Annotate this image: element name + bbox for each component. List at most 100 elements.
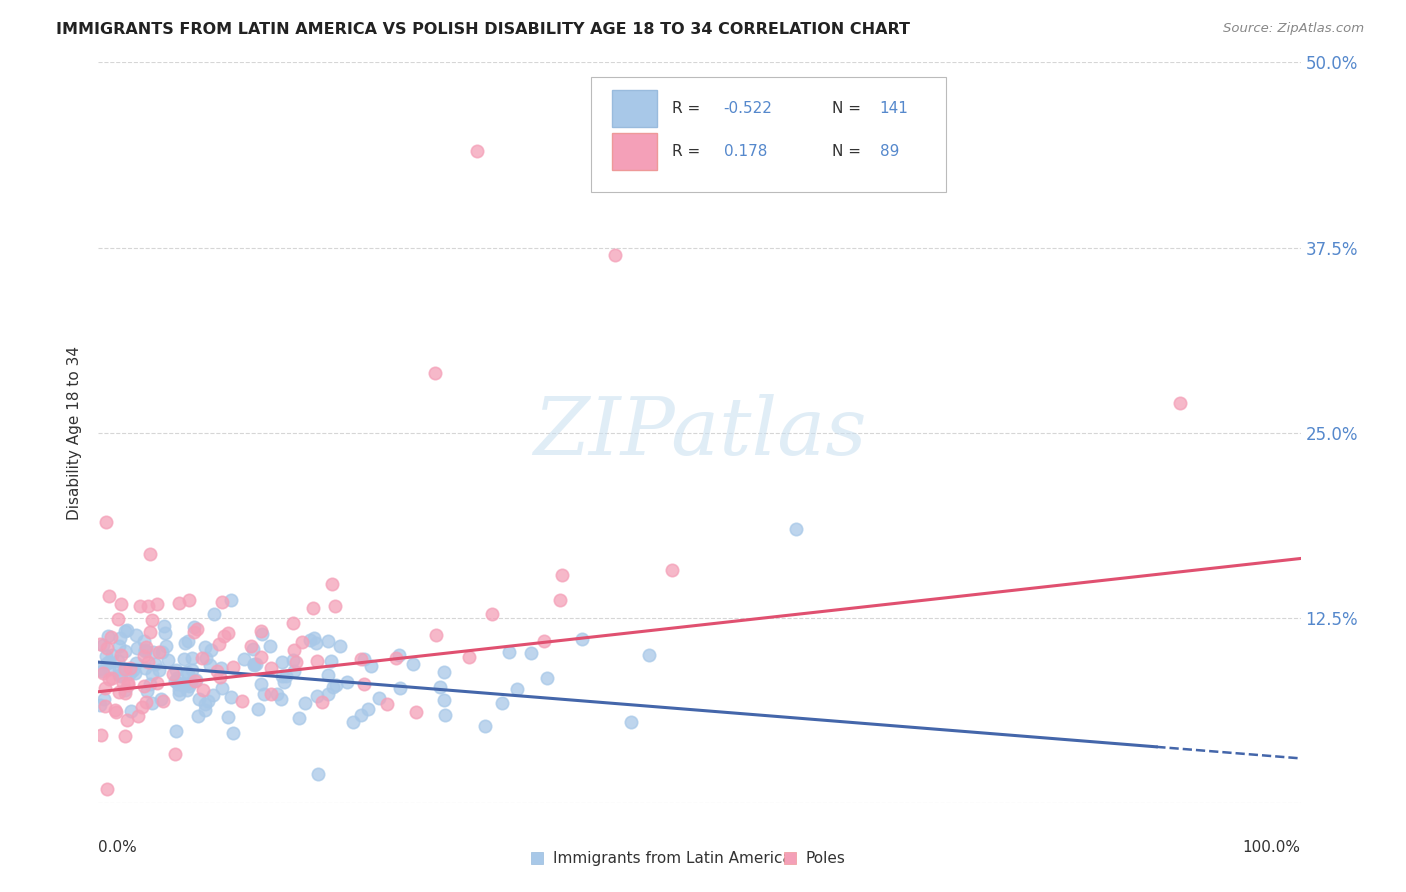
Point	[93, 681, 115, 695]
Point	[425, 628, 447, 642]
Point	[98, 662, 121, 676]
Text: R =: R =	[672, 101, 700, 116]
Point	[498, 645, 520, 659]
Point	[107, 612, 129, 626]
Point	[89, 662, 111, 676]
Point	[166, 671, 188, 685]
Point	[209, 661, 232, 675]
Point	[134, 643, 156, 657]
Point	[291, 635, 314, 649]
Point	[260, 661, 283, 675]
Point	[353, 651, 375, 665]
Text: 100.0%: 100.0%	[1243, 840, 1301, 855]
Point	[117, 678, 139, 692]
Point	[305, 635, 328, 649]
Point	[283, 664, 305, 678]
Point	[481, 607, 503, 621]
Point	[173, 652, 195, 666]
Text: -0.522: -0.522	[724, 101, 772, 116]
Point	[112, 675, 135, 690]
Point	[270, 655, 292, 669]
Point	[211, 681, 233, 695]
Point	[132, 634, 155, 648]
Point	[474, 719, 496, 733]
Point	[1170, 396, 1192, 410]
Point	[96, 782, 118, 797]
Point	[183, 620, 205, 634]
Point	[350, 708, 373, 723]
Point	[148, 645, 170, 659]
Point	[305, 654, 328, 668]
Point	[96, 648, 118, 663]
Point	[284, 655, 307, 669]
Point	[506, 682, 529, 697]
Point	[117, 676, 139, 690]
Point	[242, 657, 264, 672]
Point	[166, 677, 188, 691]
Point	[200, 642, 222, 657]
Point	[96, 641, 118, 656]
Point	[322, 680, 344, 694]
Point	[368, 691, 391, 706]
Text: ZIPatlas: ZIPatlas	[533, 394, 866, 471]
Point	[429, 680, 451, 694]
Point	[97, 630, 120, 644]
Point	[353, 677, 375, 691]
Point	[187, 691, 209, 706]
Point	[135, 640, 157, 654]
Point	[186, 622, 208, 636]
Point	[342, 715, 364, 730]
Point	[142, 645, 165, 659]
Point	[141, 696, 163, 710]
Point	[146, 676, 169, 690]
Point	[107, 685, 129, 699]
Point	[127, 708, 149, 723]
Point	[104, 706, 127, 720]
Point	[325, 678, 347, 692]
Text: N =: N =	[832, 101, 860, 116]
Point	[375, 698, 398, 712]
Point	[125, 656, 148, 670]
Point	[217, 626, 239, 640]
Text: 0.0%: 0.0%	[98, 840, 138, 855]
Point	[136, 684, 159, 698]
Point	[423, 367, 446, 381]
Text: Immigrants from Latin America: Immigrants from Latin America	[553, 851, 792, 866]
Point	[132, 680, 155, 694]
Point	[129, 599, 152, 614]
Point	[287, 711, 309, 725]
Point	[536, 671, 558, 685]
Text: 89: 89	[880, 144, 900, 159]
Point	[194, 651, 217, 665]
Point	[139, 677, 162, 691]
Point	[127, 641, 149, 656]
Point	[118, 661, 141, 675]
Point	[191, 683, 214, 698]
Point	[402, 657, 425, 671]
Point	[357, 702, 380, 716]
Point	[620, 715, 643, 730]
Point	[124, 665, 146, 680]
Point	[184, 673, 207, 688]
Point	[316, 687, 339, 701]
Point	[219, 593, 242, 607]
Point	[172, 677, 194, 691]
Point	[165, 663, 187, 677]
Point	[301, 600, 323, 615]
Point	[246, 702, 269, 716]
Point	[167, 596, 190, 610]
Point	[97, 672, 120, 686]
Point	[156, 653, 179, 667]
Text: 0.178: 0.178	[724, 144, 766, 159]
Point	[177, 593, 200, 607]
Point	[311, 695, 333, 709]
Point	[571, 632, 593, 647]
Point	[139, 547, 162, 561]
Point	[96, 656, 118, 670]
Point	[194, 698, 217, 712]
Point	[170, 677, 193, 691]
Point	[323, 599, 346, 614]
Point	[283, 643, 305, 657]
Point	[114, 729, 136, 743]
Point	[114, 662, 136, 676]
